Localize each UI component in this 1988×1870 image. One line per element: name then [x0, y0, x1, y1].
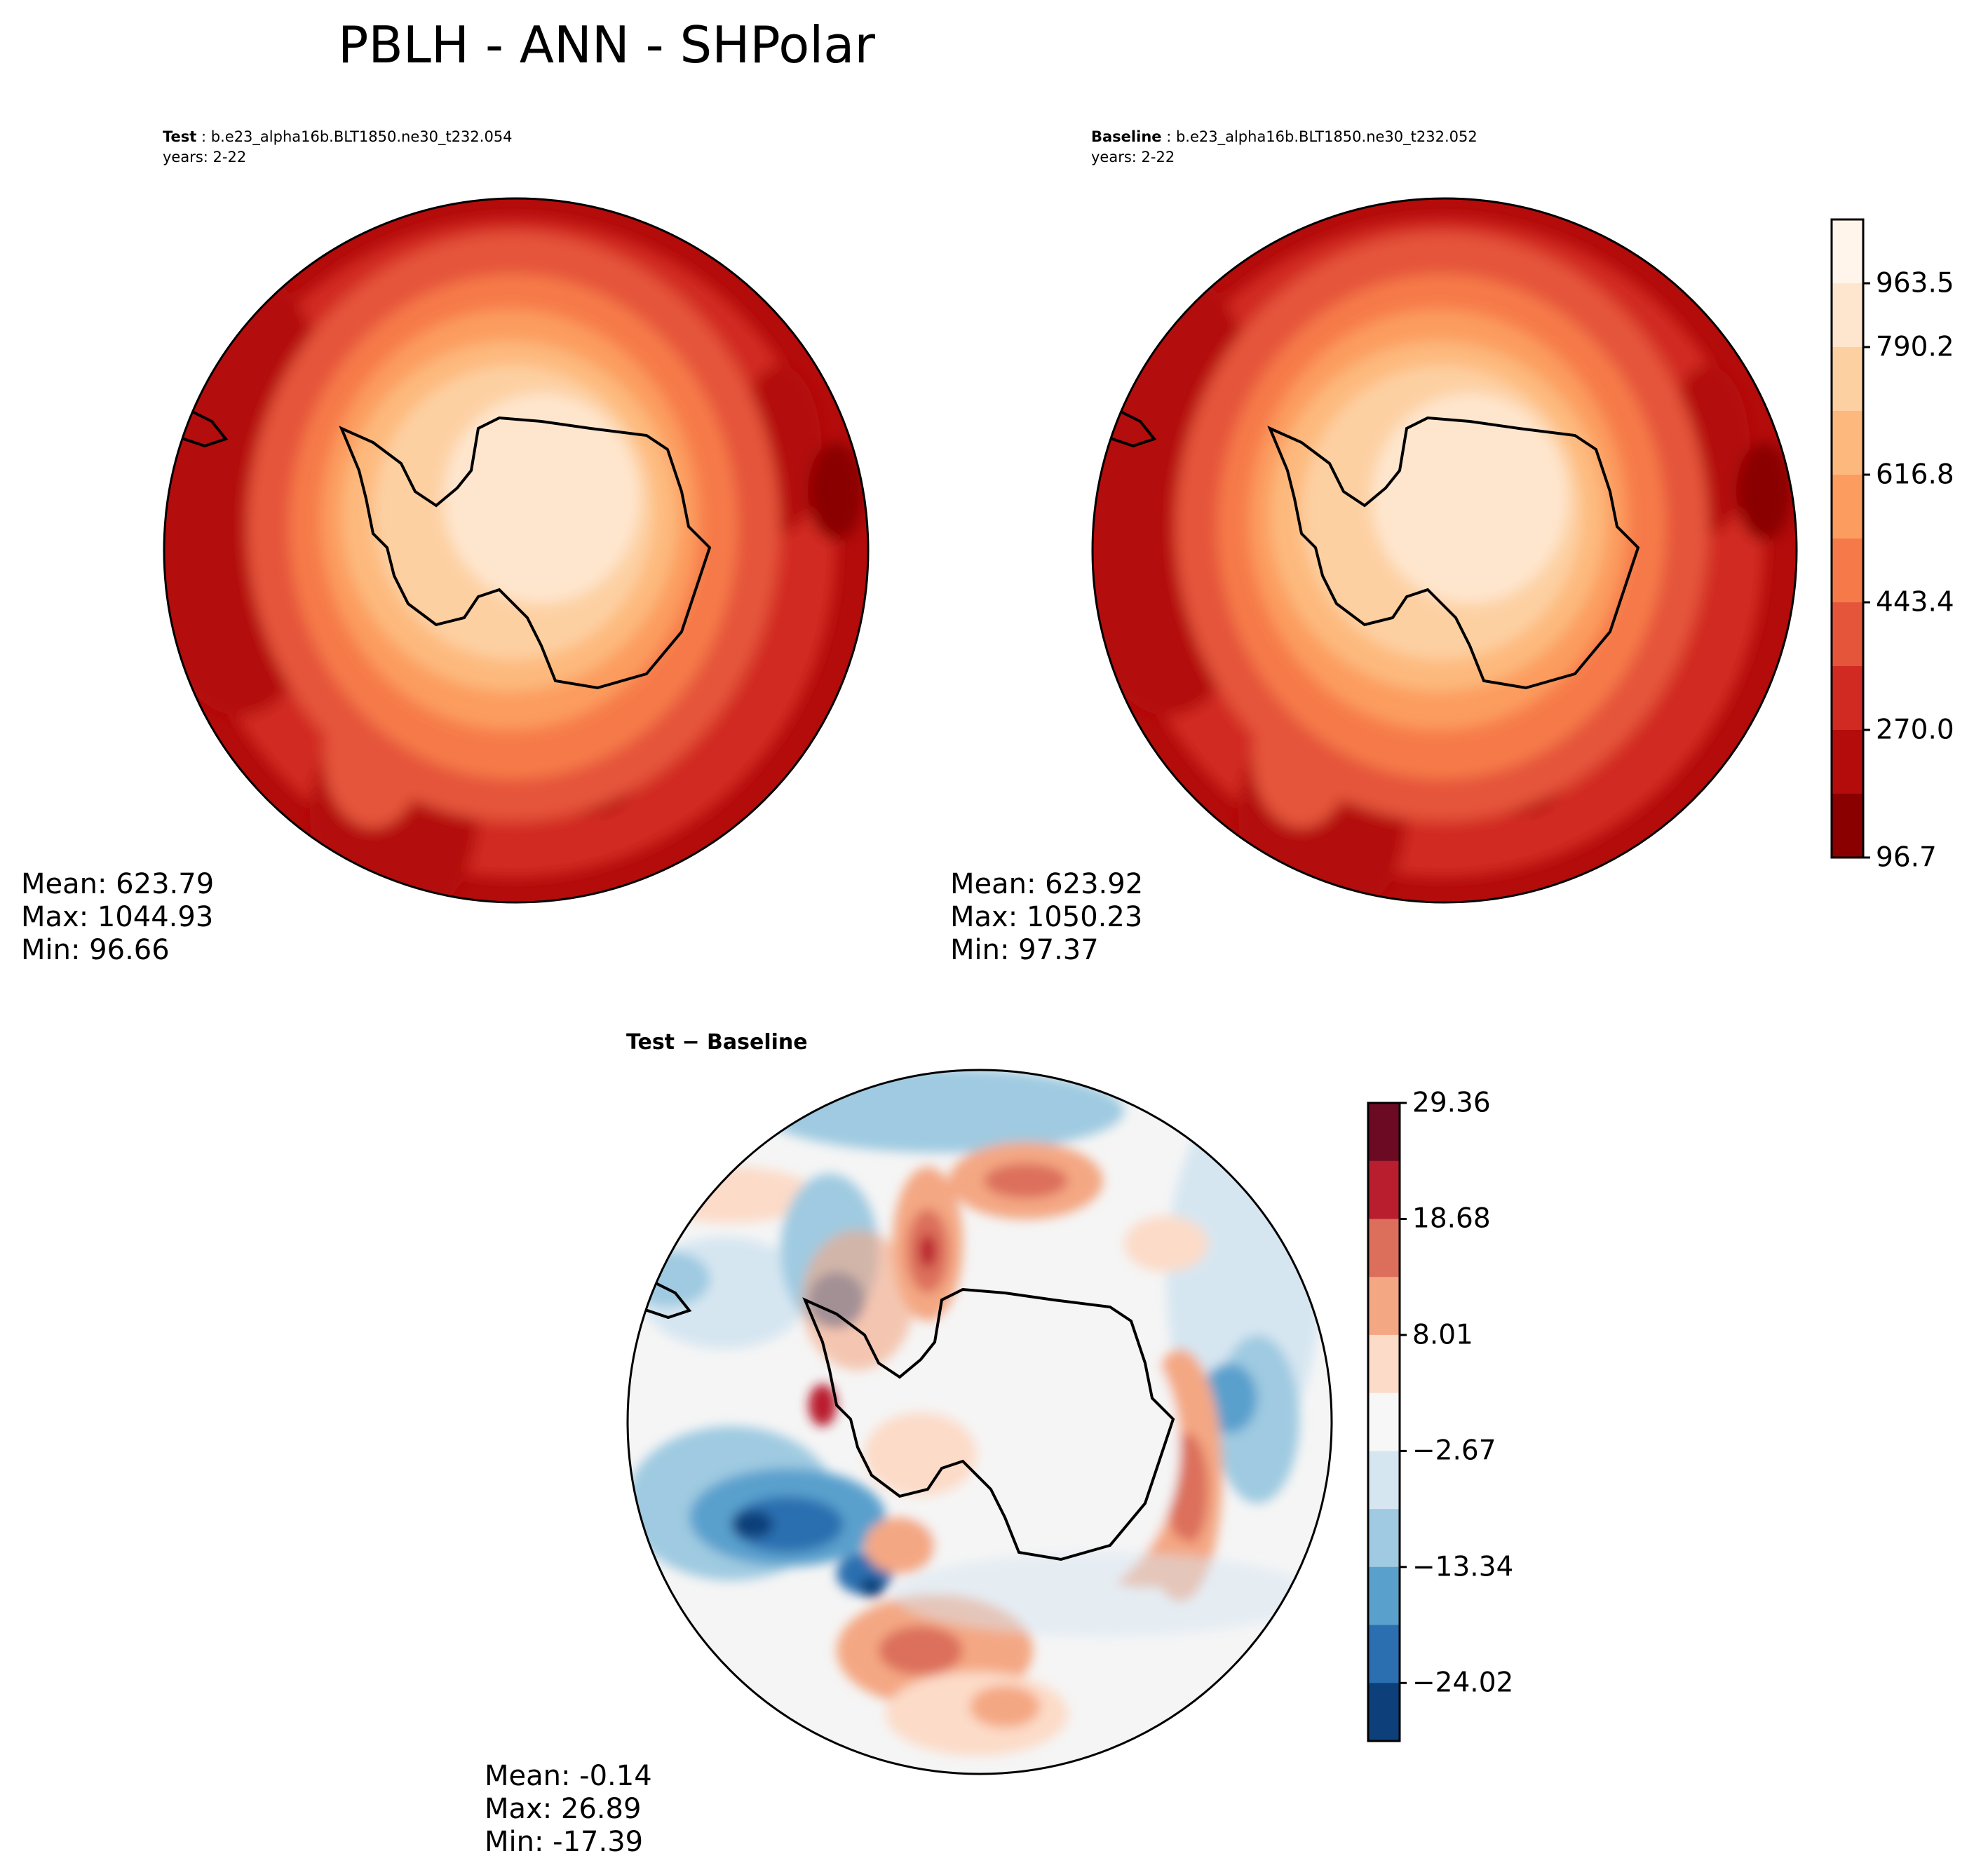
baseline-label: Baseline — [1091, 128, 1162, 145]
test-min: Min: 96.66 — [21, 934, 170, 966]
main-colorbar-segment — [1832, 730, 1863, 794]
main-colorbar-segment — [1832, 475, 1863, 539]
diff-colorbar — [1367, 1102, 1407, 1742]
baseline-max: Max: 1050.23 — [950, 901, 1143, 933]
test-case-name: b.e23_alpha16b.BLT1850.ne30_t232.054 — [210, 128, 513, 145]
main-colorbar — [1830, 218, 1870, 859]
baseline-mean: Mean: 623.92 — [950, 868, 1144, 900]
baseline-polar-map — [1091, 197, 1798, 904]
diff-colorbar-outline — [1367, 1102, 1401, 1742]
main-colorbar-segment — [1832, 347, 1863, 412]
figure-title: PBLH - ANN - SHPolar — [337, 15, 876, 74]
diff-colorbar-segment — [1368, 1219, 1400, 1278]
baseline-years: years: 2-22 — [1091, 149, 1175, 165]
main-colorbar-tick-label: 96.7 — [1876, 841, 1937, 874]
main-colorbar-tick-label: 963.5 — [1876, 267, 1954, 299]
main-colorbar-segment — [1832, 794, 1863, 858]
main-colorbar-segment — [1832, 538, 1863, 603]
diff-colorbar-segment — [1368, 1160, 1400, 1219]
test-max: Max: 1044.93 — [21, 901, 214, 933]
diff-colorbar-segment — [1368, 1566, 1400, 1626]
main-colorbar-segment — [1832, 666, 1863, 731]
main-colorbar-segment — [1832, 283, 1863, 348]
baseline-case-name: b.e23_alpha16b.BLT1850.ne30_t232.052 — [1175, 128, 1478, 145]
main-colorbar-tick-label: 616.8 — [1876, 459, 1954, 491]
diff-colorbar-tick-label: −2.67 — [1412, 1435, 1496, 1467]
test-panel-header: Test : b.e23_alpha16b.BLT1850.ne30_t232.… — [163, 127, 513, 168]
test-antarctica-coastline — [339, 416, 712, 690]
diff-max: Max: 26.89 — [485, 1793, 642, 1825]
test-label: Test — [163, 128, 197, 145]
baseline-panel-header: Baseline : b.e23_alpha16b.BLT1850.ne30_t… — [1091, 127, 1478, 168]
test-mean: Mean: 623.79 — [21, 868, 215, 900]
diff-colorbar-segment — [1368, 1103, 1400, 1162]
diff-stats: Mean: -0.14 Max: 26.89 Min: -17.39 — [485, 1760, 652, 1859]
main-colorbar-tick-label: 270.0 — [1876, 714, 1954, 746]
diff-colorbar-segment — [1368, 1393, 1400, 1451]
diff-mean: Mean: -0.14 — [485, 1760, 652, 1792]
baseline-antarctica-coastline — [1267, 416, 1640, 690]
baseline-stats: Mean: 623.92 Max: 1050.23 Min: 97.37 — [950, 868, 1143, 967]
diff-colorbar-segment — [1368, 1277, 1400, 1336]
diff-colorbar-segment — [1368, 1509, 1400, 1568]
diff-colorbar-tick-label: −24.02 — [1412, 1667, 1514, 1699]
diff-colorbar-segment — [1368, 1334, 1400, 1394]
baseline-min: Min: 97.37 — [950, 934, 1099, 966]
main-colorbar-tick-label: 790.2 — [1876, 331, 1954, 363]
main-colorbar-segment — [1832, 219, 1863, 284]
diff-colorbar-tick-label: 29.36 — [1412, 1087, 1491, 1119]
test-polar-map — [163, 197, 870, 904]
diff-antarctica-coastline — [802, 1287, 1175, 1561]
main-colorbar-segment — [1832, 602, 1863, 667]
diff-panel-title: Test − Baseline — [626, 1030, 808, 1055]
diff-colorbar-tick-label: −13.34 — [1412, 1551, 1514, 1583]
diff-colorbar-tick-label: 18.68 — [1412, 1202, 1491, 1235]
main-colorbar-outline — [1830, 218, 1865, 859]
diff-colorbar-segment — [1368, 1683, 1400, 1742]
diff-colorbar-tick-label: 8.01 — [1412, 1319, 1473, 1351]
test-years: years: 2-22 — [163, 149, 247, 165]
diff-colorbar-segment — [1368, 1451, 1400, 1510]
main-colorbar-tick-label: 443.4 — [1876, 586, 1954, 618]
diff-polar-map — [626, 1069, 1333, 1775]
main-colorbar-segment — [1832, 411, 1863, 475]
diff-min: Min: -17.39 — [485, 1826, 644, 1858]
diff-colorbar-segment — [1368, 1625, 1400, 1683]
test-stats: Mean: 623.79 Max: 1044.93 Min: 96.66 — [21, 868, 214, 967]
